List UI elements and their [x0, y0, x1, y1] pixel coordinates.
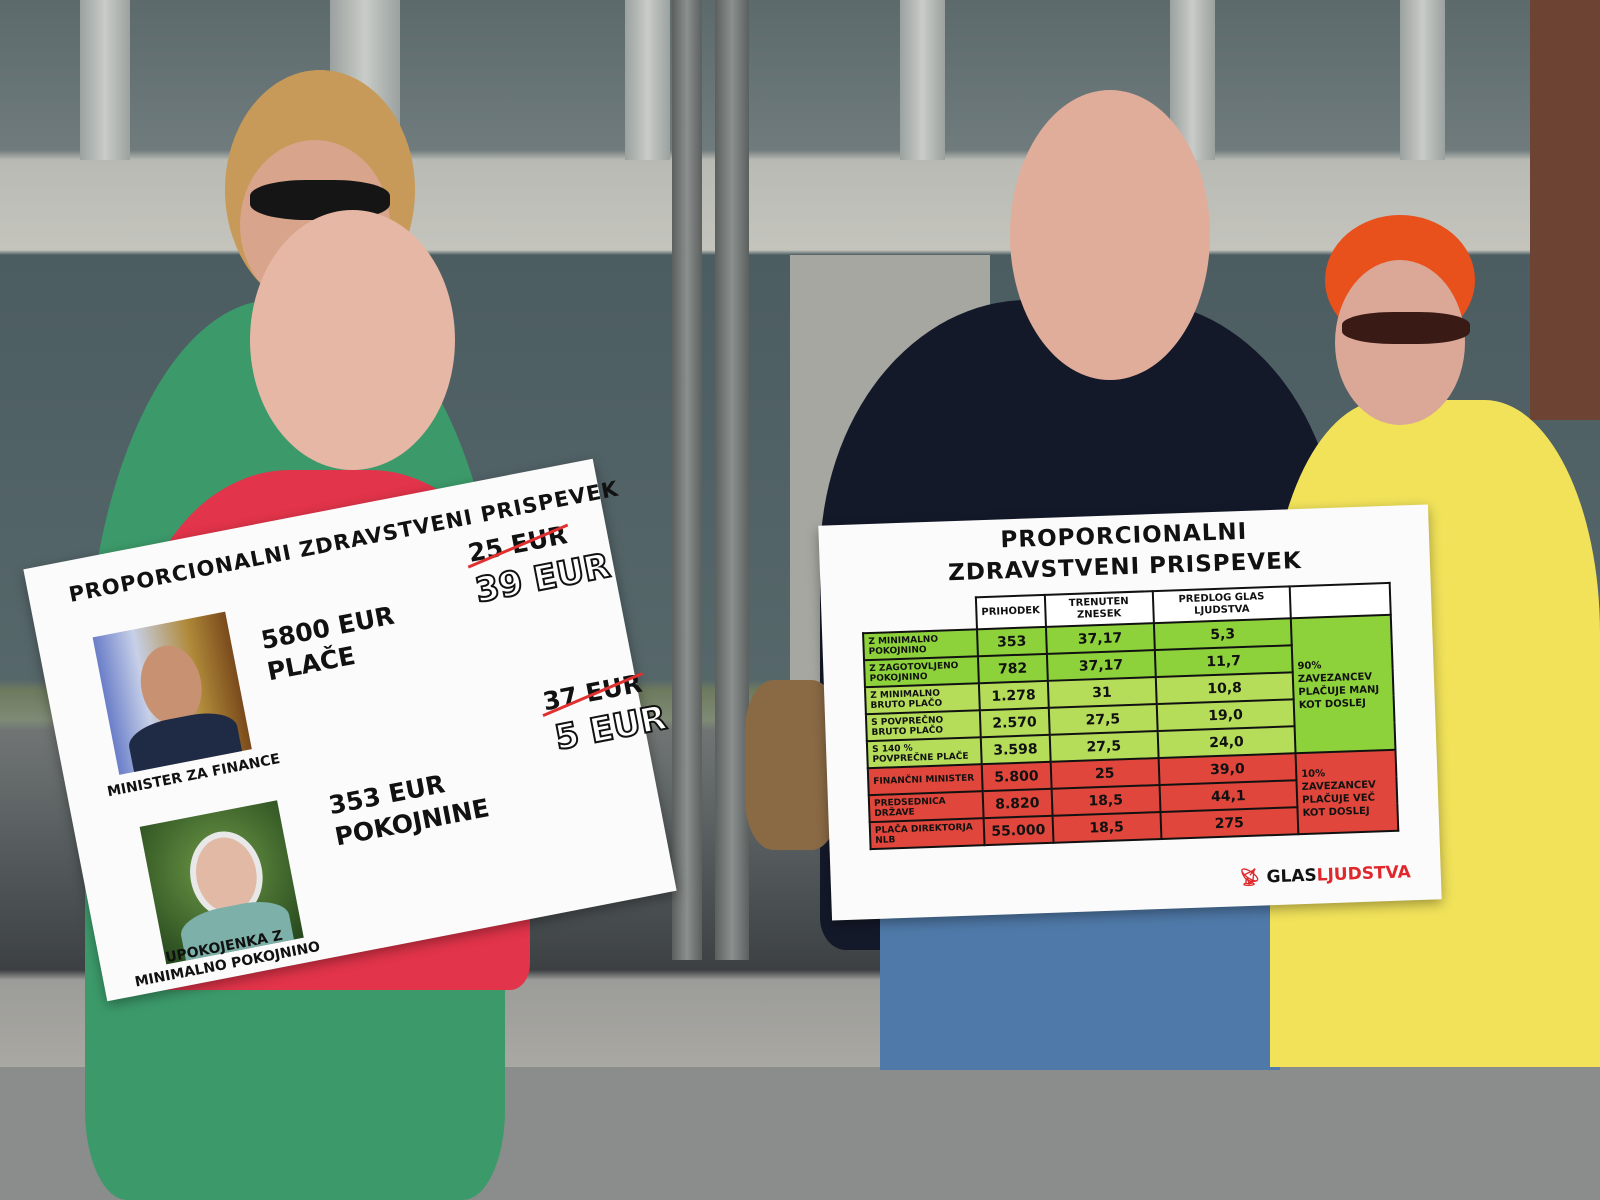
cell-income: 3.598 — [980, 734, 1051, 765]
row-label: S POVPREČNO BRUTO PLAČO — [865, 710, 981, 742]
row-label: S 140 % POVPREČNE PLAČE — [866, 737, 982, 769]
building-pillar — [900, 0, 945, 160]
cell-current: 18,5 — [1051, 785, 1161, 816]
row-label: Z MINIMALNO POKOJNINO — [863, 629, 978, 661]
building-pillar — [1400, 0, 1445, 160]
cell-current: 25 — [1050, 758, 1160, 789]
cell-income: 353 — [977, 626, 1047, 657]
cell-income: 2.570 — [979, 707, 1050, 738]
contribution-table: PRIHODEK TRENUTEN ZNESEK PREDLOG GLAS LJ… — [861, 582, 1399, 850]
elderly-woman-face — [250, 210, 455, 470]
note-green: 90% ZAVEZANCEV PLAČUJE MANJ KOT DOSLEJ — [1290, 614, 1396, 754]
cell-current: 31 — [1047, 677, 1157, 708]
glas-ljudstva-logo: 📡︎ GLASLJUDSTVA — [1238, 862, 1412, 889]
cell-current: 37,17 — [1045, 623, 1155, 654]
column-header: PREDLOG GLAS LJUDSTVA — [1152, 586, 1291, 624]
right-protest-sign: PROPORCIONALNI ZDRAVSTVENI PRISPEVEK PRI… — [818, 504, 1442, 921]
cell-proposal: 275 — [1160, 807, 1299, 839]
column-header: TRENUTEN ZNESEK — [1044, 591, 1154, 627]
minister-photo — [92, 611, 252, 775]
cell-income: 782 — [977, 653, 1048, 684]
building-pillar — [80, 0, 130, 160]
note-red: 10% ZAVEZANCEV PLAČUJE VEČ KOT DOSLEJ — [1295, 749, 1399, 835]
cell-income: 55.000 — [983, 815, 1054, 846]
cell-current: 18,5 — [1052, 812, 1162, 843]
cell-income: 5.800 — [981, 761, 1052, 792]
building-pillar — [625, 0, 670, 160]
metal-pole — [672, 0, 702, 960]
cell-current: 37,17 — [1046, 650, 1156, 681]
row-label: FINANČNI MINISTER — [867, 764, 983, 796]
row-label: PREDSEDNICA DRŽAVE — [868, 791, 984, 823]
metal-pole — [715, 0, 749, 960]
column-header: PRIHODEK — [975, 594, 1046, 630]
broadcast-icon: 📡︎ — [1238, 867, 1262, 889]
cell-current: 27,5 — [1049, 731, 1159, 762]
row-label: Z MINIMALNO BRUTO PLAČO — [864, 683, 980, 715]
sunglasses — [1342, 312, 1470, 344]
elderly-man-face — [1010, 90, 1210, 380]
cell-current: 27,5 — [1048, 704, 1158, 735]
cell-income: 8.820 — [982, 788, 1053, 819]
row-label: Z ZAGOTOVLJENO POKOJNINO — [864, 656, 979, 688]
wooden-door — [1530, 0, 1600, 420]
row-label: PLAČA DIREKTORJA NLB — [869, 818, 985, 850]
cell-income: 1.278 — [978, 680, 1049, 711]
